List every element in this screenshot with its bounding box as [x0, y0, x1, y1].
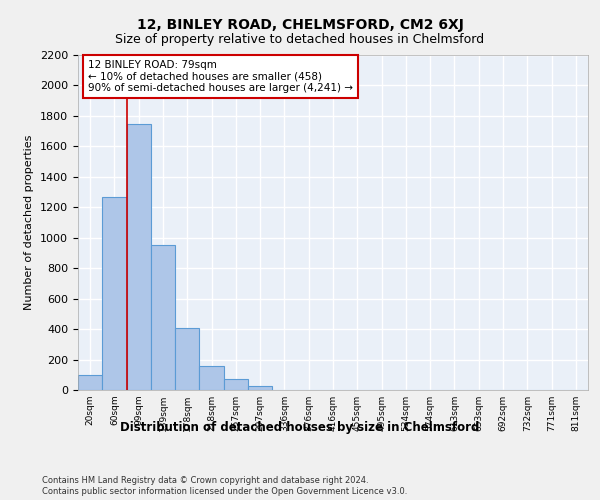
Bar	[199, 366, 224, 390]
Text: Contains public sector information licensed under the Open Government Licence v3: Contains public sector information licen…	[42, 488, 407, 496]
Text: 12, BINLEY ROAD, CHELMSFORD, CM2 6XJ: 12, BINLEY ROAD, CHELMSFORD, CM2 6XJ	[137, 18, 463, 32]
Text: Distribution of detached houses by size in Chelmsford: Distribution of detached houses by size …	[121, 421, 479, 434]
Bar	[151, 246, 175, 390]
Text: Size of property relative to detached houses in Chelmsford: Size of property relative to detached ho…	[115, 32, 485, 46]
Bar	[127, 124, 151, 390]
Bar	[102, 196, 127, 390]
Bar	[224, 378, 248, 390]
Bar	[175, 328, 199, 390]
Bar	[248, 386, 272, 390]
Y-axis label: Number of detached properties: Number of detached properties	[25, 135, 34, 310]
Bar	[78, 375, 102, 390]
Text: Contains HM Land Registry data © Crown copyright and database right 2024.: Contains HM Land Registry data © Crown c…	[42, 476, 368, 485]
Text: 12 BINLEY ROAD: 79sqm
← 10% of detached houses are smaller (458)
90% of semi-det: 12 BINLEY ROAD: 79sqm ← 10% of detached …	[88, 60, 353, 93]
